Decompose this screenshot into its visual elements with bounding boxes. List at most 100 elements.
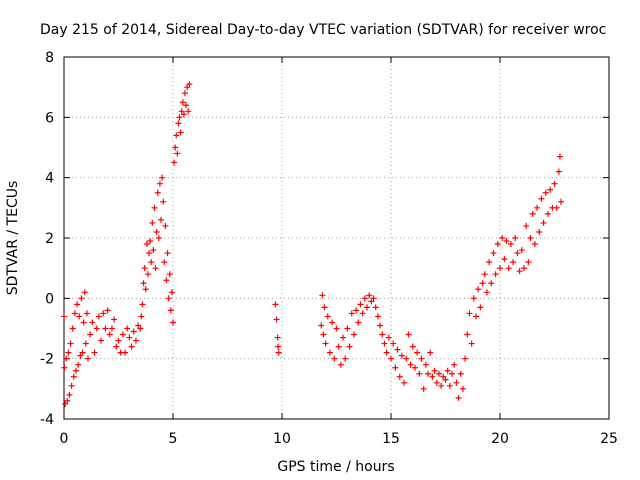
data-point (542, 189, 549, 196)
data-point (80, 319, 87, 326)
data-point (538, 195, 545, 202)
data-point (497, 265, 503, 272)
data-point (435, 370, 442, 377)
data-point (340, 334, 347, 341)
data-point (67, 340, 74, 347)
data-point (159, 174, 166, 181)
data-point (153, 228, 160, 235)
data-point (167, 307, 174, 314)
data-point (124, 325, 131, 332)
data-point (155, 235, 162, 241)
y-tick-label: 6 (45, 110, 54, 126)
data-point (398, 352, 405, 359)
data-point (186, 81, 193, 88)
data-point (468, 340, 475, 347)
data-point (372, 304, 379, 311)
x-axis-ticks: 0 5 10 15 20 25 (60, 57, 618, 447)
data-point (151, 204, 158, 211)
data-point (184, 84, 191, 91)
data-point (160, 198, 167, 205)
data-point (451, 361, 458, 368)
data-point (555, 168, 562, 175)
data-point (348, 310, 355, 317)
data-point (394, 346, 401, 353)
data-point (143, 241, 150, 248)
data-point (510, 259, 517, 266)
data-point (165, 295, 172, 302)
data-point (331, 355, 338, 362)
data-point (486, 259, 493, 266)
data-point (63, 355, 70, 362)
data-point (130, 328, 137, 335)
data-point (464, 331, 471, 338)
data-point (531, 241, 538, 248)
data-point (512, 235, 519, 241)
data-point (81, 289, 88, 296)
data-point (102, 325, 109, 332)
data-point (553, 204, 560, 211)
data-point (100, 310, 107, 317)
data-point (87, 331, 94, 338)
data-point (359, 310, 366, 317)
data-point (438, 382, 445, 389)
data-point (95, 313, 102, 320)
data-point (122, 349, 129, 356)
data-point (518, 247, 525, 254)
data-point (140, 280, 147, 287)
data-point (115, 337, 122, 344)
data-point (534, 204, 541, 211)
data-point (431, 367, 438, 374)
data-point (392, 364, 399, 371)
data-point (326, 349, 333, 356)
data-point (62, 400, 69, 407)
data-point (353, 307, 360, 314)
y-tick-label: -2 (40, 352, 54, 368)
data-point (66, 391, 73, 398)
data-point (503, 238, 510, 245)
data-point (490, 250, 497, 257)
data-point (111, 316, 118, 323)
data-point (108, 325, 115, 332)
x-tick-label: 10 (273, 431, 291, 447)
data-point (142, 286, 149, 293)
data-point (177, 129, 184, 136)
data-point (494, 241, 501, 248)
data-point (168, 289, 175, 296)
data-point (78, 295, 85, 302)
data-point (364, 304, 371, 311)
data-point (275, 349, 282, 356)
data-point (492, 271, 499, 278)
data-point (407, 361, 414, 368)
data-point (137, 325, 144, 332)
data-point (273, 316, 280, 323)
data-point (540, 219, 547, 226)
data-point (551, 180, 558, 187)
y-axis-label: SDTVAR / TECUs (5, 181, 21, 296)
data-point (449, 370, 456, 377)
data-point (148, 259, 155, 266)
data-point (477, 304, 484, 311)
data-point (420, 385, 427, 392)
data-point (128, 343, 135, 350)
data-point (132, 337, 139, 344)
data-point (429, 373, 436, 380)
data-point (98, 337, 105, 344)
data-point (383, 349, 390, 356)
data-point (104, 307, 111, 314)
data-point (126, 334, 133, 341)
data-point (106, 331, 113, 338)
data-point (147, 238, 154, 245)
data-point (440, 373, 447, 380)
data-point (527, 235, 534, 241)
data-point (156, 180, 163, 187)
data-point (370, 295, 377, 302)
data-point (405, 331, 412, 338)
data-point (379, 331, 386, 338)
data-point (470, 295, 477, 302)
data-point (355, 319, 362, 326)
data-point (119, 331, 126, 338)
data-point (425, 370, 432, 377)
data-point (442, 376, 449, 383)
x-tick-label: 0 (60, 431, 69, 447)
